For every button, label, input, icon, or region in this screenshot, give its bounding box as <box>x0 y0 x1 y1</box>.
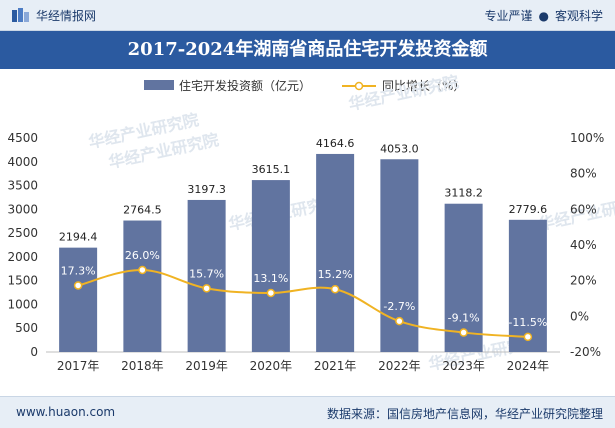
slogan-left: 专业严谨 <box>484 9 533 23</box>
y-left-tick-label: 4500 <box>7 131 38 145</box>
legend-bar-label: 住宅开发投资额（亿元） <box>179 79 312 93</box>
y-right-tick-label: 0% <box>570 309 589 323</box>
growth-point <box>138 265 147 275</box>
growth-value-label: -2.7% <box>383 300 415 313</box>
bar-value-label: 3118.2 <box>444 187 483 200</box>
y-left-tick-label: 1500 <box>7 274 38 288</box>
slogan-dot: ● <box>538 9 549 23</box>
brand-name: 华经情报网 <box>36 9 97 23</box>
growth-line <box>77 268 528 338</box>
legend-line-swatch <box>342 81 376 91</box>
bar-value-label: 2764.5 <box>123 204 162 217</box>
growth-point <box>266 288 276 298</box>
y-left-tick-label: 0 <box>30 345 38 359</box>
y-left-tick-label: 500 <box>15 321 38 335</box>
bar-2018年 <box>123 220 162 352</box>
bar-2020年 <box>251 180 290 352</box>
y-right-tick-label: 80% <box>570 167 597 181</box>
x-tick-label: 2018年 <box>121 359 164 373</box>
x-tick-label: 2023年 <box>442 359 485 373</box>
bar-value-label: 3615.1 <box>252 163 291 176</box>
y-right-tick-label: 20% <box>570 274 597 288</box>
legend-bar-swatch <box>144 80 174 90</box>
bar-2021年 <box>316 153 355 352</box>
header-bar: 华经情报网 专业严谨 ● 客观科学 <box>0 0 615 31</box>
watermark-text: 华经产业研究院 <box>347 72 461 114</box>
growth-point <box>395 316 404 326</box>
y-left-tick-label: 3500 <box>7 179 38 193</box>
slogan-right: 客观科学 <box>554 9 603 23</box>
y-right-tick-label: -20% <box>570 345 601 359</box>
legend-line-label: 同比增长（%） <box>382 79 466 93</box>
x-tick-label: 2020年 <box>250 359 293 373</box>
bar-2023年 <box>444 203 483 352</box>
bar-2017年 <box>59 247 98 352</box>
growth-value-label: -11.5% <box>508 316 547 329</box>
bar-value-label: 2194.4 <box>59 231 98 244</box>
growth-value-label: 26.0% <box>125 249 160 262</box>
chart-title: 2017-2024年湖南省商品住宅开发投资金额 <box>0 31 615 69</box>
growth-value-label: 13.1% <box>253 272 288 285</box>
y-left-tick-label: 1000 <box>7 297 38 311</box>
y-right-tick-label: 100% <box>570 131 604 145</box>
growth-value-label: 17.3% <box>61 264 96 277</box>
x-tick-label: 2017年 <box>57 359 100 373</box>
x-tick-label: 2019年 <box>185 359 228 373</box>
footer-source: 数据来源：国信房地产信息网，华经产业研究院整理 <box>326 407 603 421</box>
growth-value-label: -9.1% <box>448 312 480 325</box>
footer-bar: www.huaon.com 数据来源：国信房地产信息网，华经产业研究院整理 <box>0 396 615 428</box>
y-right-tick-label: 60% <box>570 202 597 216</box>
bar-value-label: 4053.0 <box>380 142 419 155</box>
growth-point <box>459 328 468 337</box>
growth-point <box>523 332 533 342</box>
growth-value-label: 15.2% <box>318 268 353 281</box>
y-left-tick-label: 4000 <box>7 155 38 169</box>
growth-point <box>330 284 340 294</box>
growth-value-label: 15.7% <box>189 267 224 280</box>
bar-2024年 <box>508 219 547 352</box>
footer-site: www.huaon.com <box>16 405 116 419</box>
y-left-tick-label: 2500 <box>7 226 38 240</box>
chart-legend: 住宅开发投资额（亿元） 同比增长（%） <box>0 76 615 96</box>
huajing-logo-icon <box>12 8 29 22</box>
bar-value-label: 3197.3 <box>187 183 226 196</box>
bar-value-label: 2779.6 <box>509 203 548 216</box>
y-left-tick-label: 2000 <box>7 250 38 264</box>
y-right-tick-label: 40% <box>570 238 597 252</box>
y-left-tick-label: 3000 <box>7 202 38 216</box>
growth-point <box>202 284 211 293</box>
bar-value-label: 4164.6 <box>316 137 355 150</box>
slogan: 专业严谨 ● 客观科学 <box>484 7 603 24</box>
x-tick-label: 2021年 <box>314 359 357 373</box>
bar-2019年 <box>187 199 226 352</box>
x-tick-label: 2024年 <box>507 359 550 373</box>
x-tick-label: 2022年 <box>378 359 421 373</box>
growth-point <box>73 281 83 290</box>
